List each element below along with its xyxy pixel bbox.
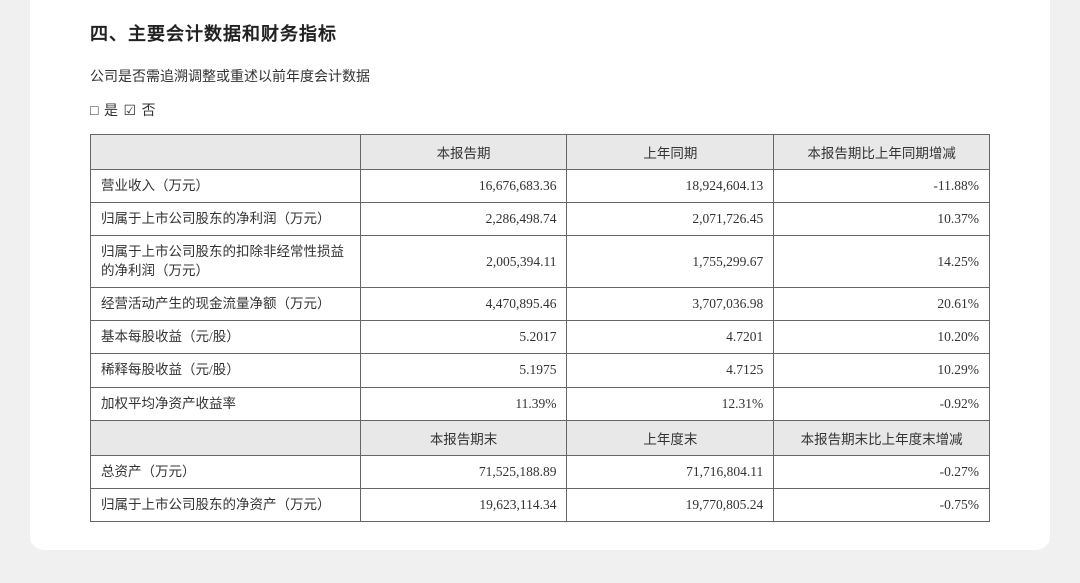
table-row: 营业收入（万元） 16,676,683.36 18,924,604.13 -11…	[91, 170, 990, 203]
cell-value: 19,770,805.24	[567, 488, 774, 521]
table-row: 归属于上市公司股东的净资产（万元） 19,623,114.34 19,770,8…	[91, 488, 990, 521]
header-blank	[91, 420, 361, 455]
row-label: 稀释每股收益（元/股）	[91, 354, 361, 387]
cell-value: 4.7125	[567, 354, 774, 387]
cell-value: 16,676,683.36	[360, 170, 567, 203]
table-row: 总资产（万元） 71,525,188.89 71,716,804.11 -0.2…	[91, 455, 990, 488]
table-row: 归属于上市公司股东的扣除非经常性损益的净利润（万元） 2,005,394.11 …	[91, 236, 990, 287]
table-row: 加权平均净资产收益率 11.39% 12.31% -0.92%	[91, 387, 990, 420]
financial-table: 本报告期 上年同期 本报告期比上年同期增减 营业收入（万元） 16,676,68…	[90, 134, 990, 522]
header-period-end: 本报告期末	[360, 420, 567, 455]
row-label: 经营活动产生的现金流量净额（万元）	[91, 287, 361, 320]
cell-value: 19,623,114.34	[360, 488, 567, 521]
restatement-answer: □ 是 ☑ 否	[90, 100, 990, 120]
row-label: 归属于上市公司股东的扣除非经常性损益的净利润（万元）	[91, 236, 361, 287]
cell-value: 2,071,726.45	[567, 203, 774, 236]
cell-value: 2,286,498.74	[360, 203, 567, 236]
cell-value: 2,005,394.11	[360, 236, 567, 287]
cell-value: 71,716,804.11	[567, 455, 774, 488]
cell-value: 71,525,188.89	[360, 455, 567, 488]
cell-value: -11.88%	[774, 170, 990, 203]
header-change: 本报告期末比上年度末增减	[774, 420, 990, 455]
header-blank	[91, 135, 361, 170]
cell-value: 5.1975	[360, 354, 567, 387]
row-label: 基本每股收益（元/股）	[91, 321, 361, 354]
table-row: 经营活动产生的现金流量净额（万元） 4,470,895.46 3,707,036…	[91, 287, 990, 320]
header-current-period: 本报告期	[360, 135, 567, 170]
header-prior-period: 上年同期	[567, 135, 774, 170]
cell-value: 11.39%	[360, 387, 567, 420]
table-header-row: 本报告期 上年同期 本报告期比上年同期增减	[91, 135, 990, 170]
cell-value: 18,924,604.13	[567, 170, 774, 203]
table-row: 基本每股收益（元/股） 5.2017 4.7201 10.20%	[91, 321, 990, 354]
row-label: 加权平均净资产收益率	[91, 387, 361, 420]
row-label: 归属于上市公司股东的净资产（万元）	[91, 488, 361, 521]
header-change: 本报告期比上年同期增减	[774, 135, 990, 170]
table-header-row: 本报告期末 上年度末 本报告期末比上年度末增减	[91, 420, 990, 455]
row-label: 归属于上市公司股东的净利润（万元）	[91, 203, 361, 236]
table-row: 归属于上市公司股东的净利润（万元） 2,286,498.74 2,071,726…	[91, 203, 990, 236]
cell-value: -0.92%	[774, 387, 990, 420]
cell-value: -0.27%	[774, 455, 990, 488]
cell-value: 1,755,299.67	[567, 236, 774, 287]
table-row: 稀释每股收益（元/股） 5.1975 4.7125 10.29%	[91, 354, 990, 387]
row-label: 营业收入（万元）	[91, 170, 361, 203]
header-prior-year-end: 上年度末	[567, 420, 774, 455]
row-label: 总资产（万元）	[91, 455, 361, 488]
restatement-question: 公司是否需追溯调整或重述以前年度会计数据	[90, 66, 990, 86]
cell-value: 3,707,036.98	[567, 287, 774, 320]
cell-value: 10.20%	[774, 321, 990, 354]
cell-value: 4,470,895.46	[360, 287, 567, 320]
cell-value: 10.37%	[774, 203, 990, 236]
cell-value: 12.31%	[567, 387, 774, 420]
section-title: 四、主要会计数据和财务指标	[90, 20, 990, 46]
cell-value: 5.2017	[360, 321, 567, 354]
cell-value: 14.25%	[774, 236, 990, 287]
cell-value: 4.7201	[567, 321, 774, 354]
document-page: 四、主要会计数据和财务指标 公司是否需追溯调整或重述以前年度会计数据 □ 是 ☑…	[30, 0, 1050, 550]
cell-value: 20.61%	[774, 287, 990, 320]
cell-value: -0.75%	[774, 488, 990, 521]
cell-value: 10.29%	[774, 354, 990, 387]
